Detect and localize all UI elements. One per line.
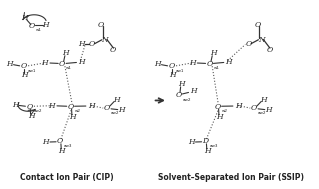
Text: O: O xyxy=(266,46,273,54)
Text: H: H xyxy=(204,147,211,156)
Text: H: H xyxy=(188,138,195,146)
Text: H: H xyxy=(261,95,267,104)
Text: O: O xyxy=(168,62,174,70)
Text: w2: w2 xyxy=(222,109,228,113)
Text: w1: w1 xyxy=(213,66,219,70)
Text: H: H xyxy=(69,113,76,121)
Text: H: H xyxy=(216,113,223,121)
Text: D: D xyxy=(203,137,209,145)
Text: H: H xyxy=(189,59,196,67)
Text: aw2: aw2 xyxy=(258,111,267,115)
Text: O: O xyxy=(254,21,261,29)
Text: O: O xyxy=(98,21,104,29)
Text: O: O xyxy=(110,46,116,54)
Text: H: H xyxy=(6,60,12,68)
Text: O: O xyxy=(20,62,27,70)
Text: H: H xyxy=(21,71,27,79)
Text: H: H xyxy=(154,60,160,68)
Text: O: O xyxy=(59,60,65,68)
Text: aw1: aw1 xyxy=(175,69,184,73)
Text: H: H xyxy=(21,14,27,22)
Text: H: H xyxy=(169,71,175,79)
Text: aw3: aw3 xyxy=(64,144,72,148)
Text: N: N xyxy=(101,36,108,43)
Text: O: O xyxy=(26,103,33,111)
Text: H: H xyxy=(190,87,197,95)
Text: H: H xyxy=(235,102,241,110)
Text: Solvent–Separated Ion Pair (SSIP): Solvent–Separated Ion Pair (SSIP) xyxy=(158,173,304,182)
Text: O: O xyxy=(206,60,212,68)
Text: O: O xyxy=(245,40,251,48)
Text: H: H xyxy=(48,102,55,110)
Text: O: O xyxy=(89,40,95,48)
Text: O: O xyxy=(29,22,35,30)
Text: H: H xyxy=(58,147,65,156)
Text: H: H xyxy=(265,106,272,114)
Text: O: O xyxy=(251,105,257,112)
Text: H: H xyxy=(88,102,94,110)
Text: aw2: aw2 xyxy=(182,98,191,101)
Text: O: O xyxy=(68,103,74,111)
Text: H: H xyxy=(63,49,69,57)
Text: w1: w1 xyxy=(66,66,72,70)
Text: aw3: aw3 xyxy=(210,144,218,148)
Text: H: H xyxy=(12,101,19,109)
Text: aw2: aw2 xyxy=(33,109,42,113)
Text: O: O xyxy=(215,103,221,111)
Text: aw1: aw1 xyxy=(27,69,36,73)
Text: H: H xyxy=(41,59,48,67)
Text: Contact Ion Pair (CIP): Contact Ion Pair (CIP) xyxy=(20,173,114,182)
Text: H: H xyxy=(42,21,49,29)
Text: H: H xyxy=(178,80,185,88)
Text: H: H xyxy=(78,40,85,48)
Text: H: H xyxy=(78,58,84,66)
Text: H: H xyxy=(118,106,125,114)
Text: w2: w2 xyxy=(75,109,81,113)
Text: O: O xyxy=(57,137,63,145)
Text: H: H xyxy=(28,112,34,120)
Text: N: N xyxy=(258,36,264,43)
Text: H: H xyxy=(225,58,232,66)
Text: O: O xyxy=(104,105,110,112)
Text: w1: w1 xyxy=(36,28,41,32)
Text: O: O xyxy=(175,91,182,99)
Text: H: H xyxy=(114,95,120,104)
Text: aw2: aw2 xyxy=(111,111,120,115)
Text: H: H xyxy=(210,49,217,57)
Text: H: H xyxy=(42,138,49,146)
